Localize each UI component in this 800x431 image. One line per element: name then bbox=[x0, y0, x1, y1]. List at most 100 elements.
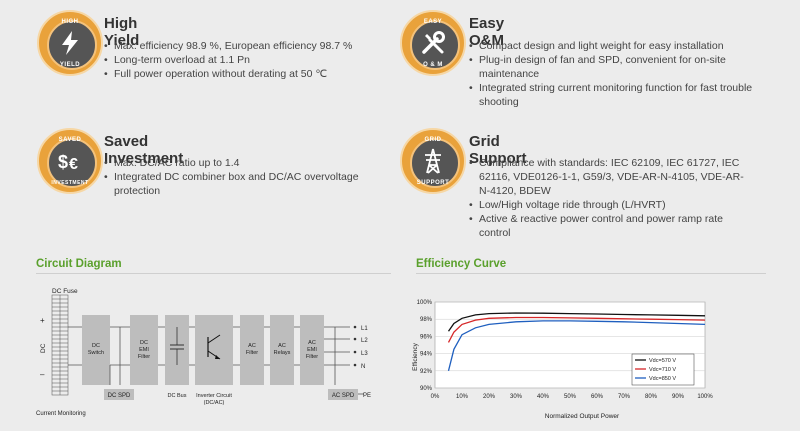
output-label-l1: L1 bbox=[361, 326, 368, 332]
inverter-sublabel: (DC/AC) bbox=[204, 400, 225, 406]
ac-relays-block: AC Relays bbox=[270, 315, 294, 385]
feature-bullets: Max. DC/AC ratio up to 1.4 Integrated DC… bbox=[104, 156, 364, 198]
svg-text:Switch: Switch bbox=[88, 350, 104, 356]
lightning-bolt-icon bbox=[62, 31, 78, 55]
dc-spd: DC SPD bbox=[104, 327, 134, 400]
y-axis-ticks: 90% 92% 94% 96% 98% 100% bbox=[417, 300, 433, 392]
output-label-l3: L3 bbox=[361, 351, 368, 357]
y-tick-label: 92% bbox=[420, 369, 433, 375]
x-axis-ticks: 0% 10% 20% 30% 40% 50% 60% 70% 80% 90% 100% bbox=[431, 394, 714, 400]
svg-text:Filter: Filter bbox=[138, 354, 150, 360]
svg-text:DC SPD: DC SPD bbox=[108, 393, 131, 399]
series-line-0 bbox=[447, 312, 706, 332]
bullet: Active & reactive power control and powe… bbox=[469, 212, 749, 240]
output-label-n: N bbox=[361, 364, 365, 370]
legend-label: Vdc=710 V bbox=[649, 367, 676, 373]
badge-bottom-label: INVESTMENT bbox=[51, 180, 89, 186]
bullet: Integrated DC combiner box and DC/AC ove… bbox=[104, 170, 364, 198]
legend-label: Vdc=570 V bbox=[649, 358, 676, 364]
svg-text:AC: AC bbox=[248, 343, 256, 349]
efficiency-curve-heading: Efficiency Curve bbox=[416, 258, 507, 270]
svg-text:Filter: Filter bbox=[306, 354, 318, 360]
bullet: Long-term overload at 1.1 Pn bbox=[104, 53, 394, 67]
ac-emi-filter-block: AC EMI Filter bbox=[300, 315, 324, 385]
x-tick-label: 0% bbox=[431, 394, 440, 400]
easy-om-badge: EASY O & M bbox=[400, 10, 466, 76]
y-tick-label: 98% bbox=[420, 317, 433, 323]
pe-label: PE bbox=[363, 393, 371, 399]
wrench-screwdriver-icon bbox=[422, 31, 445, 54]
badge-top-label: SAVED bbox=[58, 137, 82, 143]
bullet: Compact design and light weight for easy… bbox=[469, 39, 769, 53]
svg-text:€: € bbox=[69, 156, 78, 173]
feature-bullets: Compliance with standards: IEC 62109, IE… bbox=[469, 156, 749, 240]
y-tick-label: 94% bbox=[420, 352, 433, 358]
dc-bus-capacitor bbox=[165, 315, 189, 385]
bullet: Full power operation without derating at… bbox=[104, 67, 394, 81]
dollar-euro-icon: $ € bbox=[58, 152, 78, 173]
divider bbox=[416, 273, 766, 274]
badge-bottom-label: O & M bbox=[423, 62, 443, 68]
chart-series bbox=[447, 312, 706, 371]
dc-fuse-label: DC Fuse bbox=[52, 288, 78, 295]
x-tick-label: 100% bbox=[697, 394, 713, 400]
x-tick-label: 80% bbox=[645, 394, 658, 400]
minus-label: – bbox=[40, 370, 45, 379]
bullet: Low/High voltage ride through (L/HVRT) bbox=[469, 198, 749, 212]
svg-text:DC: DC bbox=[140, 340, 148, 346]
saved-investment-badge: SAVED INVESTMENT $ € bbox=[37, 128, 103, 194]
x-tick-label: 60% bbox=[591, 394, 604, 400]
current-monitoring-label: Current Monitoring bbox=[36, 411, 86, 417]
y-axis-label: Efficiency bbox=[412, 342, 419, 370]
legend-label: Vdc=850 V bbox=[649, 376, 676, 382]
bullet: Compliance with standards: IEC 62109, IE… bbox=[469, 156, 749, 198]
circuit-diagram-heading: Circuit Diagram bbox=[36, 258, 122, 270]
x-axis-label: Normalized Output Power bbox=[545, 413, 620, 420]
x-tick-label: 30% bbox=[510, 394, 523, 400]
bullet: Max. efficiency 98.9 %, European efficie… bbox=[104, 39, 394, 53]
x-tick-label: 40% bbox=[537, 394, 550, 400]
high-yield-badge: HIGH YIELD bbox=[37, 10, 103, 76]
svg-text:Filter: Filter bbox=[246, 350, 258, 356]
svg-text:EMI: EMI bbox=[307, 347, 317, 353]
ac-spd: AC SPD PE bbox=[328, 327, 371, 400]
series-line-1 bbox=[447, 316, 706, 343]
x-tick-label: 20% bbox=[483, 394, 496, 400]
x-tick-label: 90% bbox=[672, 394, 685, 400]
inverter-label: Inverter Circuit bbox=[196, 393, 232, 399]
bullet: Integrated string current monitoring fun… bbox=[469, 81, 769, 109]
plus-label: + bbox=[40, 316, 45, 325]
y-tick-label: 90% bbox=[420, 386, 433, 392]
dc-bus-label: DC Bus bbox=[168, 393, 187, 399]
svg-text:DC: DC bbox=[92, 343, 100, 349]
svg-text:$: $ bbox=[58, 152, 68, 172]
circuit-diagram: DC Fuse + – DC Current Monitoring DC Swi… bbox=[36, 288, 371, 417]
y-tick-label: 96% bbox=[420, 334, 433, 340]
x-tick-label: 50% bbox=[564, 394, 577, 400]
svg-text:AC SPD: AC SPD bbox=[332, 393, 355, 399]
svg-text:Relays: Relays bbox=[274, 350, 291, 356]
badge-top-label: EASY bbox=[423, 19, 443, 25]
dc-side-label: DC bbox=[40, 343, 47, 353]
dc-emi-filter-block: DC EMI Filter bbox=[130, 315, 158, 385]
grid-support-badge: GRID SUPPORT bbox=[400, 128, 466, 194]
transmission-tower-icon bbox=[425, 148, 441, 174]
badge-bottom-label: SUPPORT bbox=[416, 180, 450, 186]
bullet: Max. DC/AC ratio up to 1.4 bbox=[104, 156, 364, 170]
feature-bullets: Max. efficiency 98.9 %, European efficie… bbox=[104, 39, 394, 81]
svg-text:EMI: EMI bbox=[139, 347, 149, 353]
chart-legend: Vdc=570 V Vdc=710 V Vdc=850 V bbox=[631, 353, 695, 386]
x-tick-label: 10% bbox=[456, 394, 469, 400]
x-tick-label: 70% bbox=[618, 394, 631, 400]
inverter-block bbox=[195, 315, 233, 385]
divider bbox=[36, 273, 391, 274]
output-label-l2: L2 bbox=[361, 338, 368, 344]
bullet: Plug-in design of fan and SPD, convenien… bbox=[469, 53, 769, 81]
ac-filter-block: AC Filter bbox=[240, 315, 264, 385]
badge-top-label: GRID bbox=[424, 137, 442, 143]
y-tick-label: 100% bbox=[417, 300, 433, 306]
series-line-2 bbox=[447, 320, 706, 371]
efficiency-chart: 90% 92% 94% 96% 98% 100% 0% 10% 20% 30% 40% 50% 60%… bbox=[412, 300, 714, 420]
badge-bottom-label: YIELD bbox=[59, 62, 81, 68]
feature-bullets: Compact design and light weight for easy… bbox=[469, 39, 769, 109]
